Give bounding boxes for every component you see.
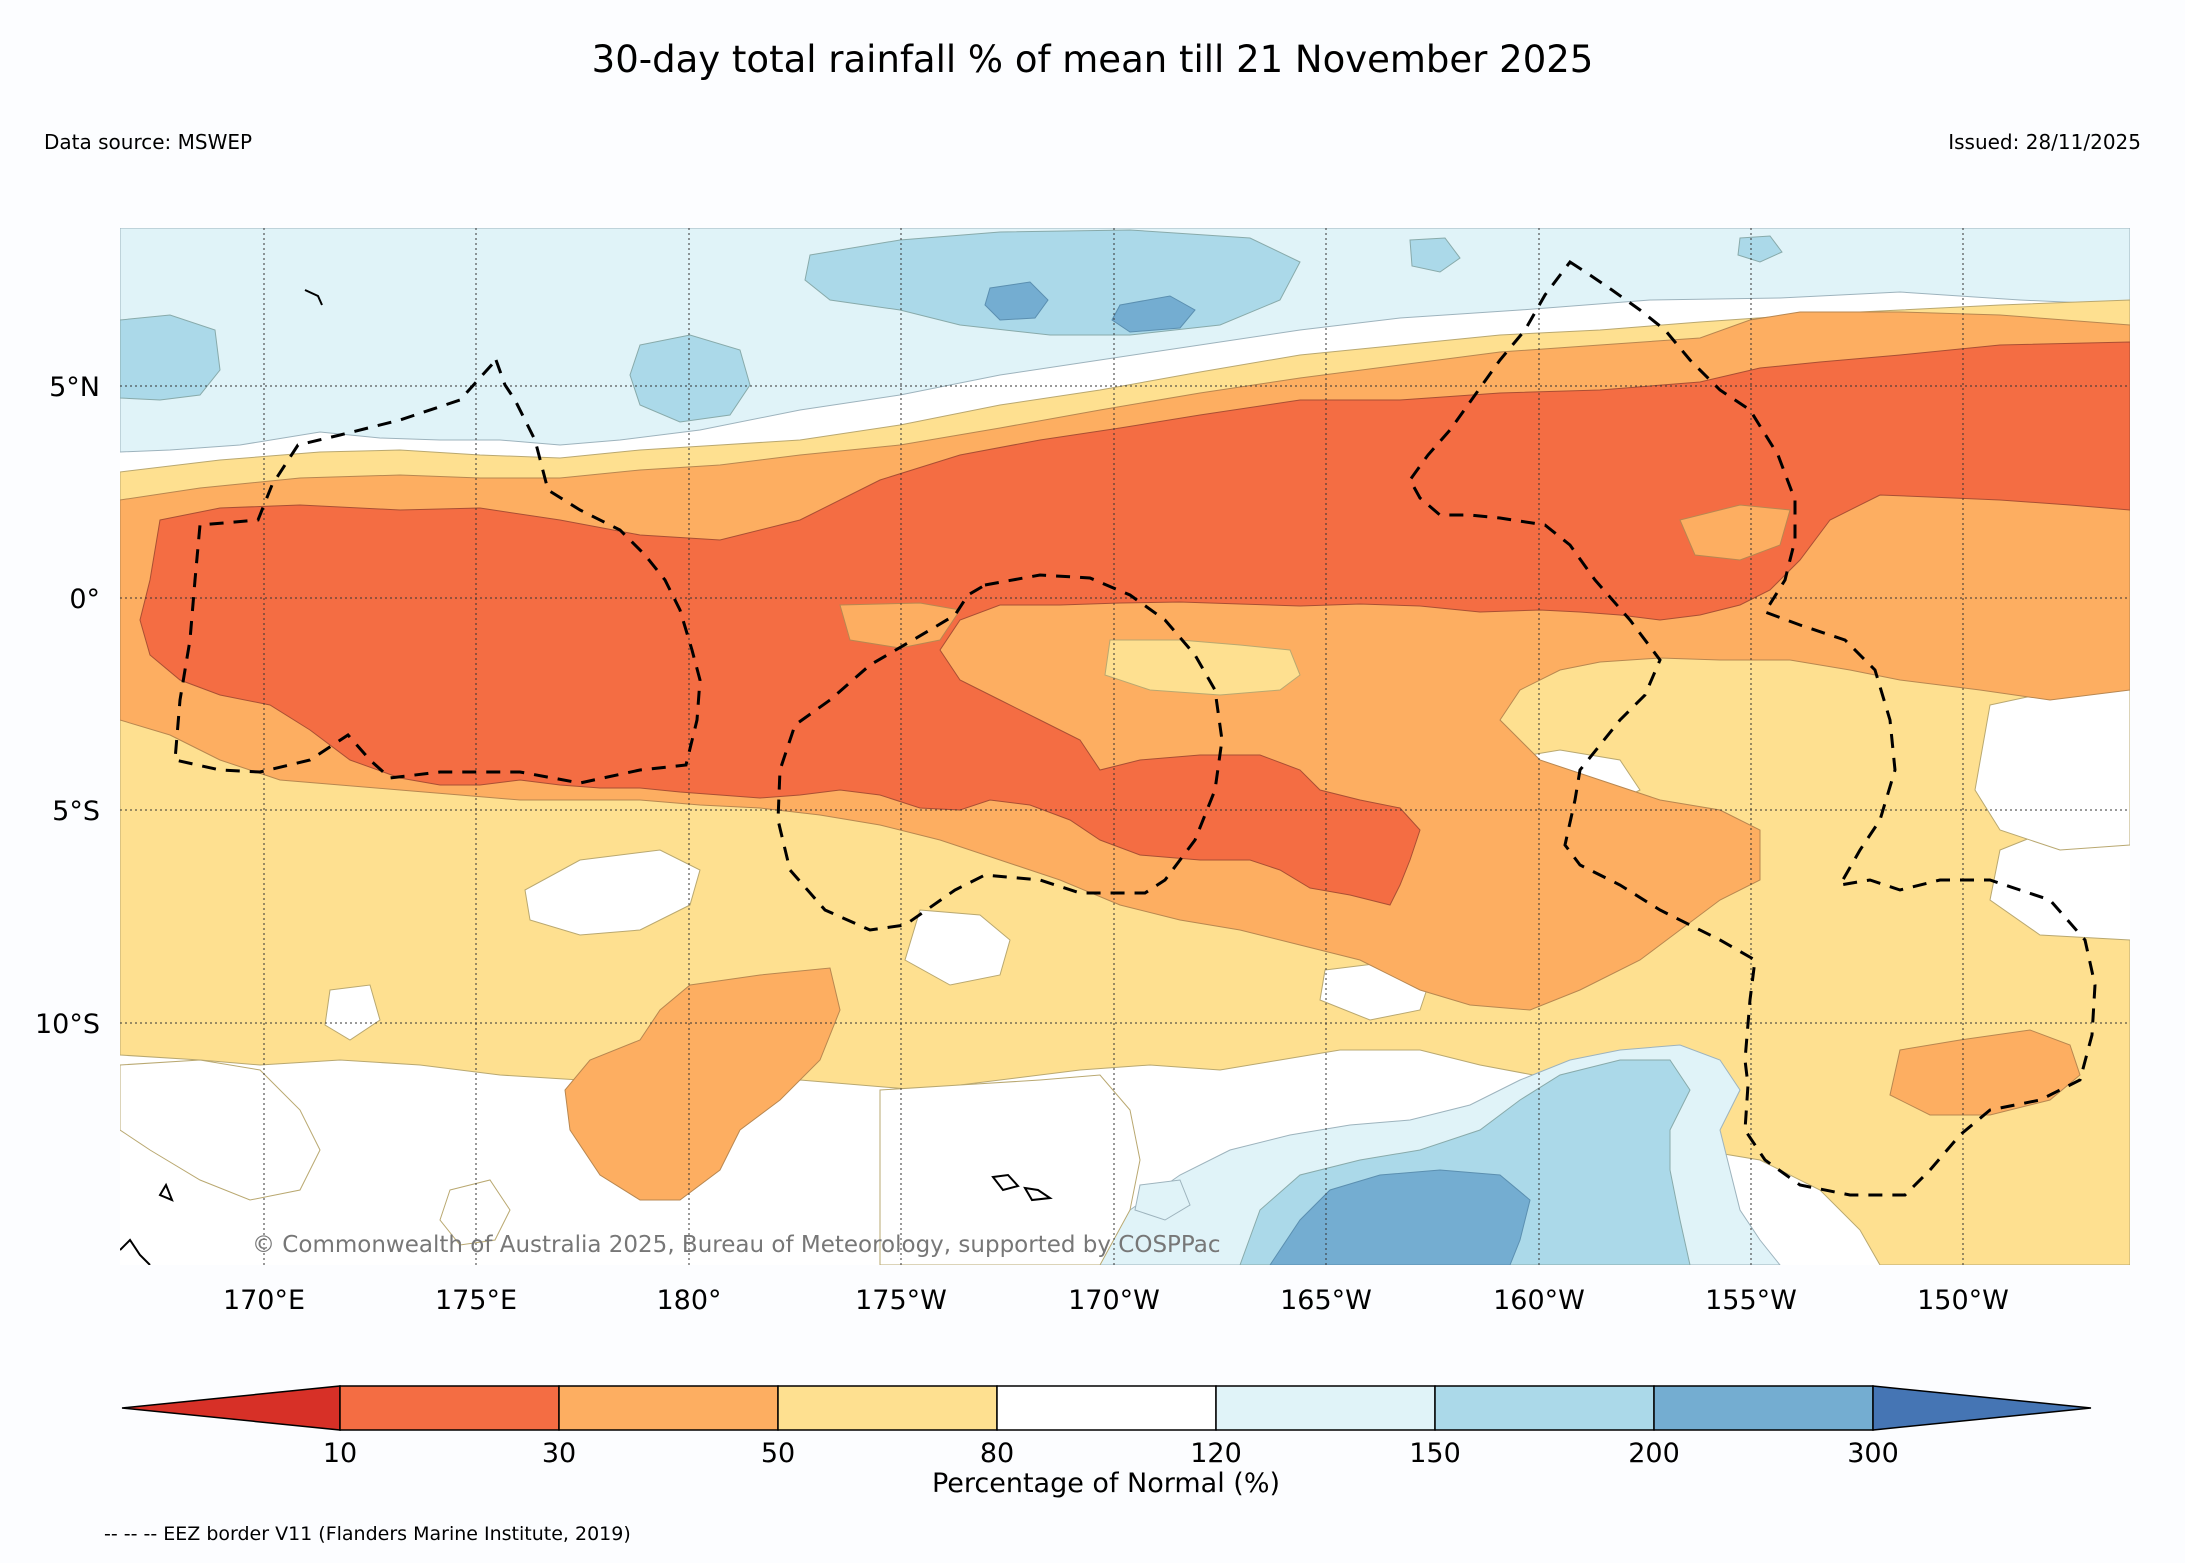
- southwest-white-patch: [120, 1059, 321, 1201]
- colorbar-extend-low: [121, 1385, 341, 1431]
- north-blue-patch-5: [1737, 235, 1783, 263]
- colorbar-tick: 300: [1847, 1438, 1899, 1469]
- lat-label: 10°S: [35, 1009, 100, 1040]
- colorbar-tick: 10: [323, 1438, 357, 1469]
- south-white-strip: [879, 1074, 1141, 1265]
- north-blue-patch-2: [629, 334, 751, 423]
- data-source-label: Data source: MSWEP: [44, 130, 253, 154]
- southwest-white-patch-3: [439, 1179, 511, 1246]
- orange-interior-patch: [839, 602, 961, 649]
- white-patch: [524, 849, 701, 936]
- eez-border-line-islands: [1408, 259, 2097, 1197]
- colorbar-tick: 30: [542, 1438, 576, 1469]
- north-mid-blue-patch-2: [1111, 295, 1196, 333]
- map-plot-area: © Commonwealth of Australia 2025, Bureau…: [120, 228, 2130, 1265]
- colorbar-tick: 50: [761, 1438, 795, 1469]
- graticule: [120, 228, 2130, 1265]
- eez-border-kiribati-gilbert: [173, 358, 702, 785]
- colorbar-tick: 80: [980, 1438, 1014, 1469]
- north-mid-blue-patch: [984, 281, 1049, 321]
- lon-label: 160°W: [1493, 1285, 1585, 1316]
- eez-footnote: -- -- -- EEZ border V11 (Flanders Marine…: [104, 1523, 631, 1545]
- north-light-blue-region: [120, 228, 2130, 453]
- latitude-labels: 5°N 0° 5°S 10°S: [35, 372, 100, 1040]
- north-blue-patch-4: [1409, 237, 1461, 273]
- island-outline-3: [304, 289, 323, 306]
- colorbar-segment-150-200: [1434, 1385, 1655, 1431]
- longitude-labels: 170°E 175°E 180° 175°W 170°W 165°W 160°W…: [223, 1285, 2009, 1316]
- map-title: 30-day total rainfall % of mean till 21 …: [591, 38, 1594, 81]
- orange-interior-patch-2: [1679, 504, 1791, 561]
- eez-border-phoenix: [776, 573, 1224, 932]
- colorbar-segment-30-50: [558, 1385, 779, 1431]
- island-outline-5: [158, 1182, 174, 1202]
- lat-label: 0°: [69, 584, 100, 615]
- lon-label: 165°W: [1280, 1285, 1372, 1316]
- lon-label: 175°W: [855, 1285, 947, 1316]
- colorbar-segment-120-150: [1215, 1385, 1436, 1431]
- lon-label: 150°W: [1917, 1285, 2009, 1316]
- colorbar-segment-50-80: [777, 1385, 998, 1431]
- white-patch-3: [1974, 689, 2130, 851]
- colorbar-segment-200-300: [1653, 1385, 1874, 1431]
- land-outlines: [120, 289, 1053, 1265]
- lon-label: 170°W: [1068, 1285, 1160, 1316]
- north-blue-patch-3: [120, 314, 221, 401]
- copyright-notice: © Commonwealth of Australia 2025, Bureau…: [252, 1232, 1221, 1258]
- colorbar-label: Percentage of Normal (%): [932, 1468, 1280, 1499]
- southeast-orange-patch: [1889, 1029, 2081, 1116]
- colorbar-tick: 120: [1190, 1438, 1242, 1469]
- south-mid-blue-region: [1269, 1169, 1531, 1265]
- south-orange-patch: [564, 967, 841, 1201]
- lat-label: 5°S: [52, 796, 100, 827]
- lon-label: 180°: [656, 1285, 721, 1316]
- lon-label: 170°E: [223, 1285, 305, 1316]
- white-patch-5: [904, 909, 1011, 986]
- southwest-white-patch-2: [324, 984, 381, 1041]
- southwest-white-blue-patch: [1134, 1179, 1191, 1221]
- colorbar-tick: 150: [1409, 1438, 1461, 1469]
- red-10-30-region: [139, 341, 2130, 906]
- lat-label: 5°N: [49, 372, 100, 403]
- colorbar: 10 30 50 80 120 150 200 300 Percentage o…: [121, 1385, 2092, 1499]
- island-outline-2: [1023, 1186, 1053, 1202]
- colorbar-segment-80-120: [996, 1385, 1217, 1431]
- lon-label: 175°E: [435, 1285, 517, 1316]
- lon-label: 155°W: [1705, 1285, 1797, 1316]
- eez-borders: [173, 259, 2097, 1197]
- island-outline-4: [120, 1238, 151, 1265]
- colorbar-segment-10-30: [339, 1385, 560, 1431]
- island-outline: [991, 1173, 1020, 1192]
- colorbar-extend-high: [1872, 1385, 2092, 1431]
- colorbar-tick: 200: [1628, 1438, 1680, 1469]
- issued-date-label: Issued: 28/11/2025: [1948, 130, 2141, 154]
